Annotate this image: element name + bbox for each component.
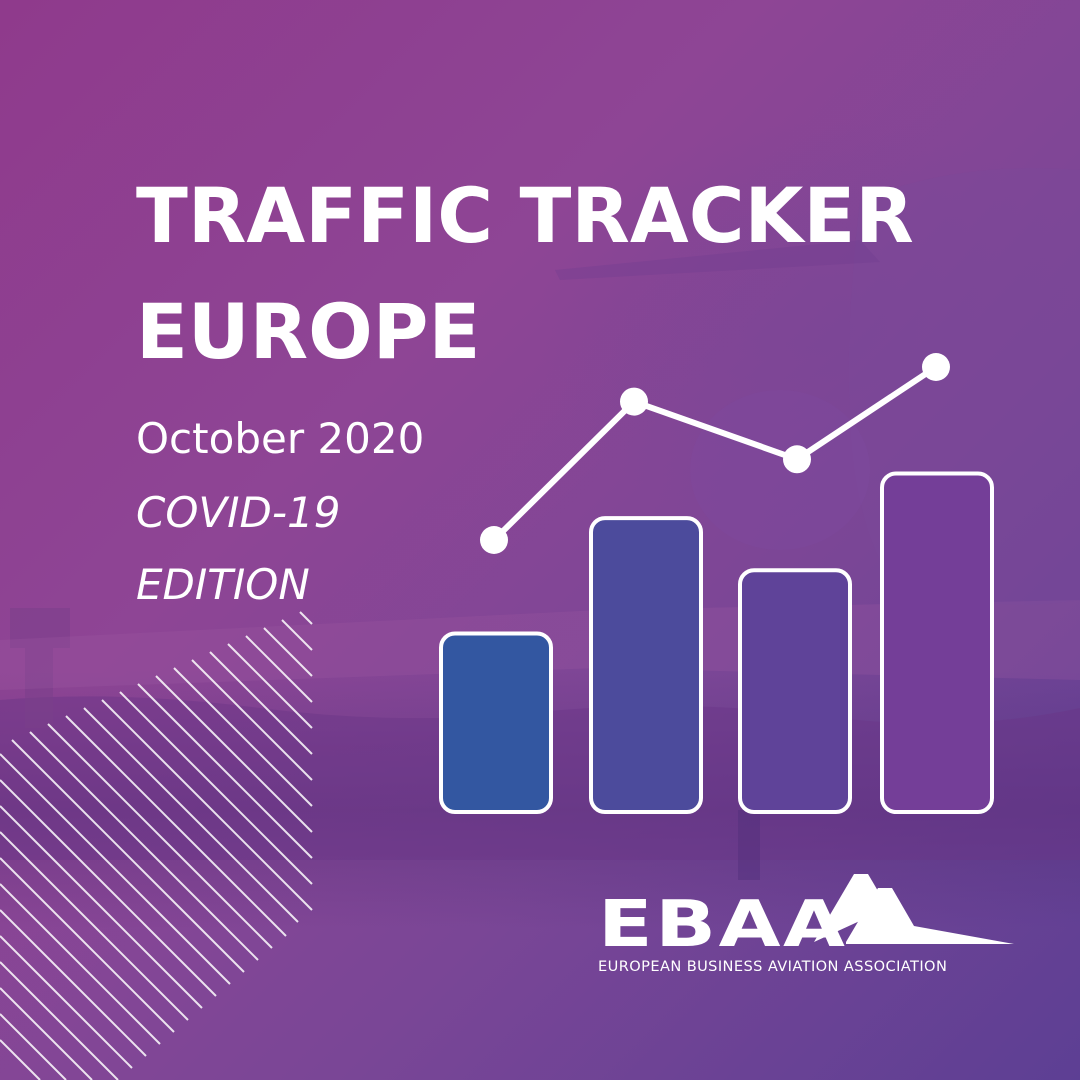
logo-wordmark: EBAA <box>598 888 848 962</box>
trend-point-3 <box>783 445 811 474</box>
edition-label-line-1: COVID-19 <box>136 488 341 537</box>
title-line-1: TRAFFIC TRACKER <box>136 171 914 260</box>
graphic-bar-2 <box>589 516 703 814</box>
graphic-bar-4 <box>880 471 994 814</box>
edition-date: October 2020 <box>136 414 425 463</box>
graphic-bar-1 <box>439 631 553 814</box>
trend-line <box>491 364 938 543</box>
trend-point-2 <box>620 387 648 416</box>
trend-line-icon <box>480 353 950 554</box>
ebaa-wing-logo <box>814 874 1014 944</box>
page-title: TRAFFIC TRACKER EUROPE <box>136 158 914 390</box>
logo-full-name: EUROPEAN BUSINESS AVIATION ASSOCIATION <box>598 958 948 975</box>
trend-point-4 <box>922 353 950 381</box>
diagonal-stripes-icon <box>0 611 313 1080</box>
title-line-2: EUROPE <box>136 287 481 376</box>
trend-point-1 <box>480 526 508 554</box>
edition-label-line-2: EDITION <box>136 560 310 609</box>
graphic-bar-3 <box>738 568 852 815</box>
